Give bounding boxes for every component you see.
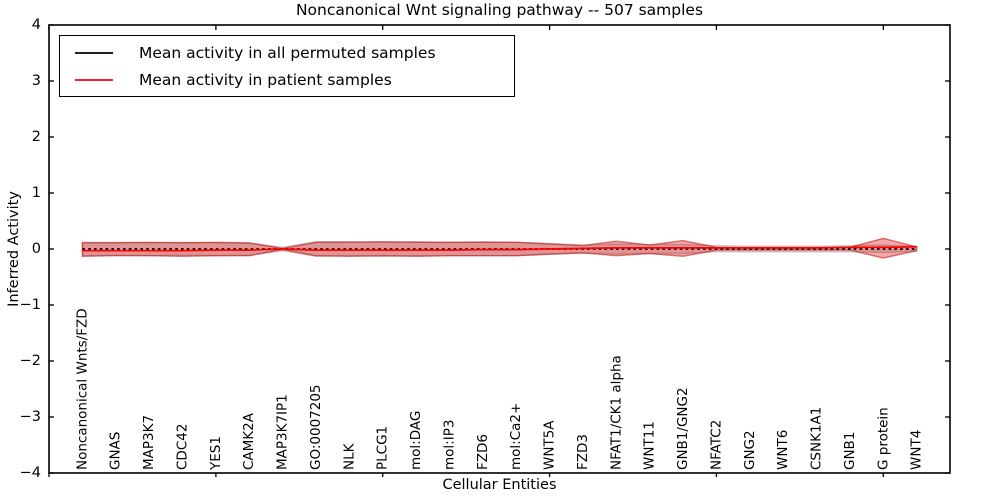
x-category-label: NFAT1/CK1 alpha bbox=[608, 355, 624, 470]
legend-item-patient: Mean activity in patient samples bbox=[60, 66, 514, 93]
x-category-label: GNB1 bbox=[842, 432, 858, 470]
x-category-label: FZD3 bbox=[575, 434, 591, 470]
x-category-label: WNT5A bbox=[542, 420, 558, 470]
x-category-label: GNB1/GNG2 bbox=[675, 387, 691, 470]
x-category-label: CDC42 bbox=[175, 424, 191, 470]
x-category-label: Noncanonical Wnts/FZD bbox=[74, 308, 90, 470]
x-category-label: GNG2 bbox=[742, 430, 758, 470]
x-category-label: MAP3K7 bbox=[141, 415, 157, 470]
y-tick-label: 2 bbox=[32, 129, 41, 145]
x-category-label: mol:DAG bbox=[408, 411, 424, 470]
x-category-label: mol:Ca2+ bbox=[508, 403, 524, 470]
legend: Mean activity in all permuted samples Me… bbox=[59, 35, 515, 97]
x-category-label: WNT11 bbox=[642, 421, 658, 470]
y-tick-label: −4 bbox=[20, 465, 41, 481]
x-category-label: GNAS bbox=[108, 432, 124, 470]
x-category-label: FZD6 bbox=[475, 434, 491, 470]
y-tick-label: −1 bbox=[20, 297, 41, 313]
y-tick-label: 4 bbox=[32, 17, 41, 33]
y-tick-label: −2 bbox=[20, 353, 41, 369]
y-axis-label: Inferred Activity bbox=[6, 191, 22, 307]
x-category-label: CSNK1A1 bbox=[809, 407, 825, 470]
x-category-label: MAP3K7IP1 bbox=[275, 394, 291, 470]
x-category-label: WNT6 bbox=[775, 430, 791, 470]
legend-label-permuted: Mean activity in all permuted samples bbox=[139, 43, 436, 62]
x-category-label: WNT4 bbox=[909, 430, 925, 470]
legend-label-patient: Mean activity in patient samples bbox=[139, 70, 392, 89]
x-category-label: PLCG1 bbox=[375, 426, 391, 470]
x-category-label: CAMK2A bbox=[241, 412, 257, 470]
x-axis-label: Cellular Entities bbox=[442, 477, 557, 493]
legend-line-patient-icon bbox=[75, 78, 113, 81]
y-tick-label: 1 bbox=[32, 185, 41, 201]
y-tick-label: 0 bbox=[32, 241, 41, 257]
legend-item-permuted: Mean activity in all permuted samples bbox=[60, 39, 514, 66]
line-patient-mean bbox=[82, 245, 917, 252]
chart-title: Noncanonical Wnt signaling pathway -- 50… bbox=[295, 1, 704, 19]
x-category-label: mol:IP3 bbox=[441, 420, 457, 470]
band-patient-spread bbox=[81, 237, 918, 259]
y-tick-label: −3 bbox=[20, 409, 41, 425]
x-category-label: YES1 bbox=[208, 436, 224, 471]
y-tick-label: 3 bbox=[32, 73, 41, 89]
x-category-label: G protein bbox=[875, 407, 891, 470]
x-category-label: NLK bbox=[341, 442, 357, 470]
x-category-label: GO:0007205 bbox=[308, 384, 324, 470]
legend-line-permuted-icon bbox=[75, 51, 113, 54]
x-category-label: NFATC2 bbox=[708, 420, 724, 470]
